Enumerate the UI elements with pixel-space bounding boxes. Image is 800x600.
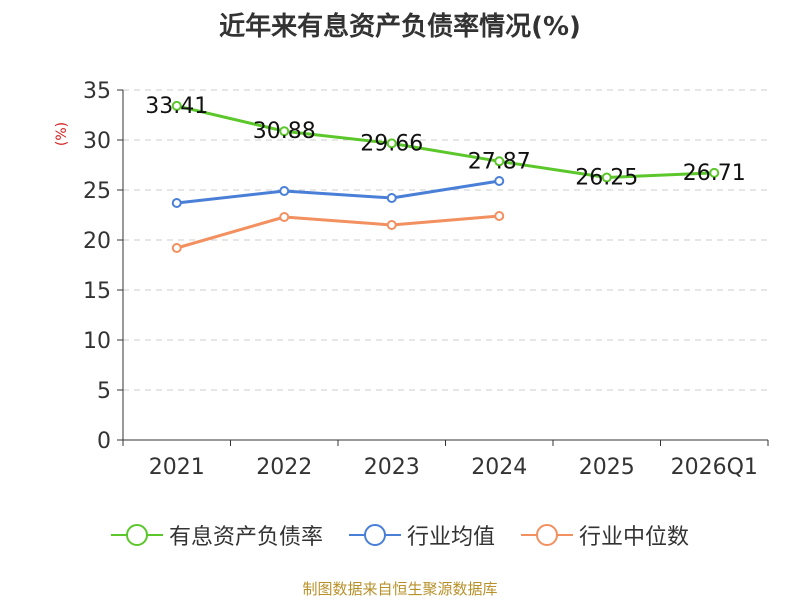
y-tick-label: 25 xyxy=(83,179,111,204)
legend-marker-icon xyxy=(110,524,163,546)
y-tick-label: 30 xyxy=(83,129,111,154)
x-tick-label: 2023 xyxy=(364,455,420,480)
data-point xyxy=(494,156,505,167)
data-point xyxy=(386,220,397,230)
legend-item[interactable]: 行业中位数 xyxy=(521,519,689,551)
data-point xyxy=(386,193,397,203)
legend-marker-icon xyxy=(521,524,573,546)
data-label: 29.66 xyxy=(360,131,423,156)
data-label: 26.25 xyxy=(575,166,638,191)
data-point xyxy=(601,172,612,183)
data-point xyxy=(171,243,182,253)
legend-item[interactable]: 有息资产负债率 xyxy=(110,519,323,551)
legend-label: 行业中位数 xyxy=(579,525,690,550)
y-tick-label: 20 xyxy=(83,229,111,254)
series-line xyxy=(176,214,500,250)
chart-legend: 有息资产负债率 行业均值 行业中位数 xyxy=(0,519,800,551)
data-point xyxy=(279,186,290,196)
data-label: 30.88 xyxy=(253,119,316,144)
x-tick-label: 2021 xyxy=(149,455,205,480)
data-label: 26.71 xyxy=(683,161,746,186)
data-point xyxy=(279,126,290,137)
y-tick-label: 0 xyxy=(97,429,111,454)
x-tick-label: 2022 xyxy=(256,455,312,480)
series-line xyxy=(176,104,715,179)
data-point xyxy=(494,211,505,221)
legend-marker-icon xyxy=(348,524,401,546)
legend-label: 有息资产负债率 xyxy=(168,525,323,550)
data-label: 27.87 xyxy=(468,149,531,174)
data-point xyxy=(279,212,290,222)
y-tick-label: 5 xyxy=(97,379,111,404)
x-tick-label: 2026Q1 xyxy=(671,455,758,480)
data-point xyxy=(709,167,720,178)
x-tick-label: 2025 xyxy=(579,455,635,480)
series-line xyxy=(176,179,500,205)
legend-label: 行业均值 xyxy=(406,525,495,550)
data-point xyxy=(494,176,505,186)
data-point xyxy=(171,198,182,208)
source-note: 制图数据来自恒生聚源数据库 xyxy=(302,580,498,598)
y-tick-label: 10 xyxy=(83,329,111,354)
data-label: 33.41 xyxy=(145,94,208,119)
data-point xyxy=(171,100,182,111)
x-tick-label: 2024 xyxy=(471,455,527,480)
y-tick-label: 35 xyxy=(83,79,111,104)
y-tick-label: 15 xyxy=(83,279,111,304)
chart-title: 近年来有息资产负债率情况(%) xyxy=(219,12,581,42)
legend-item[interactable]: 行业均值 xyxy=(348,519,495,551)
data-point xyxy=(386,138,397,149)
